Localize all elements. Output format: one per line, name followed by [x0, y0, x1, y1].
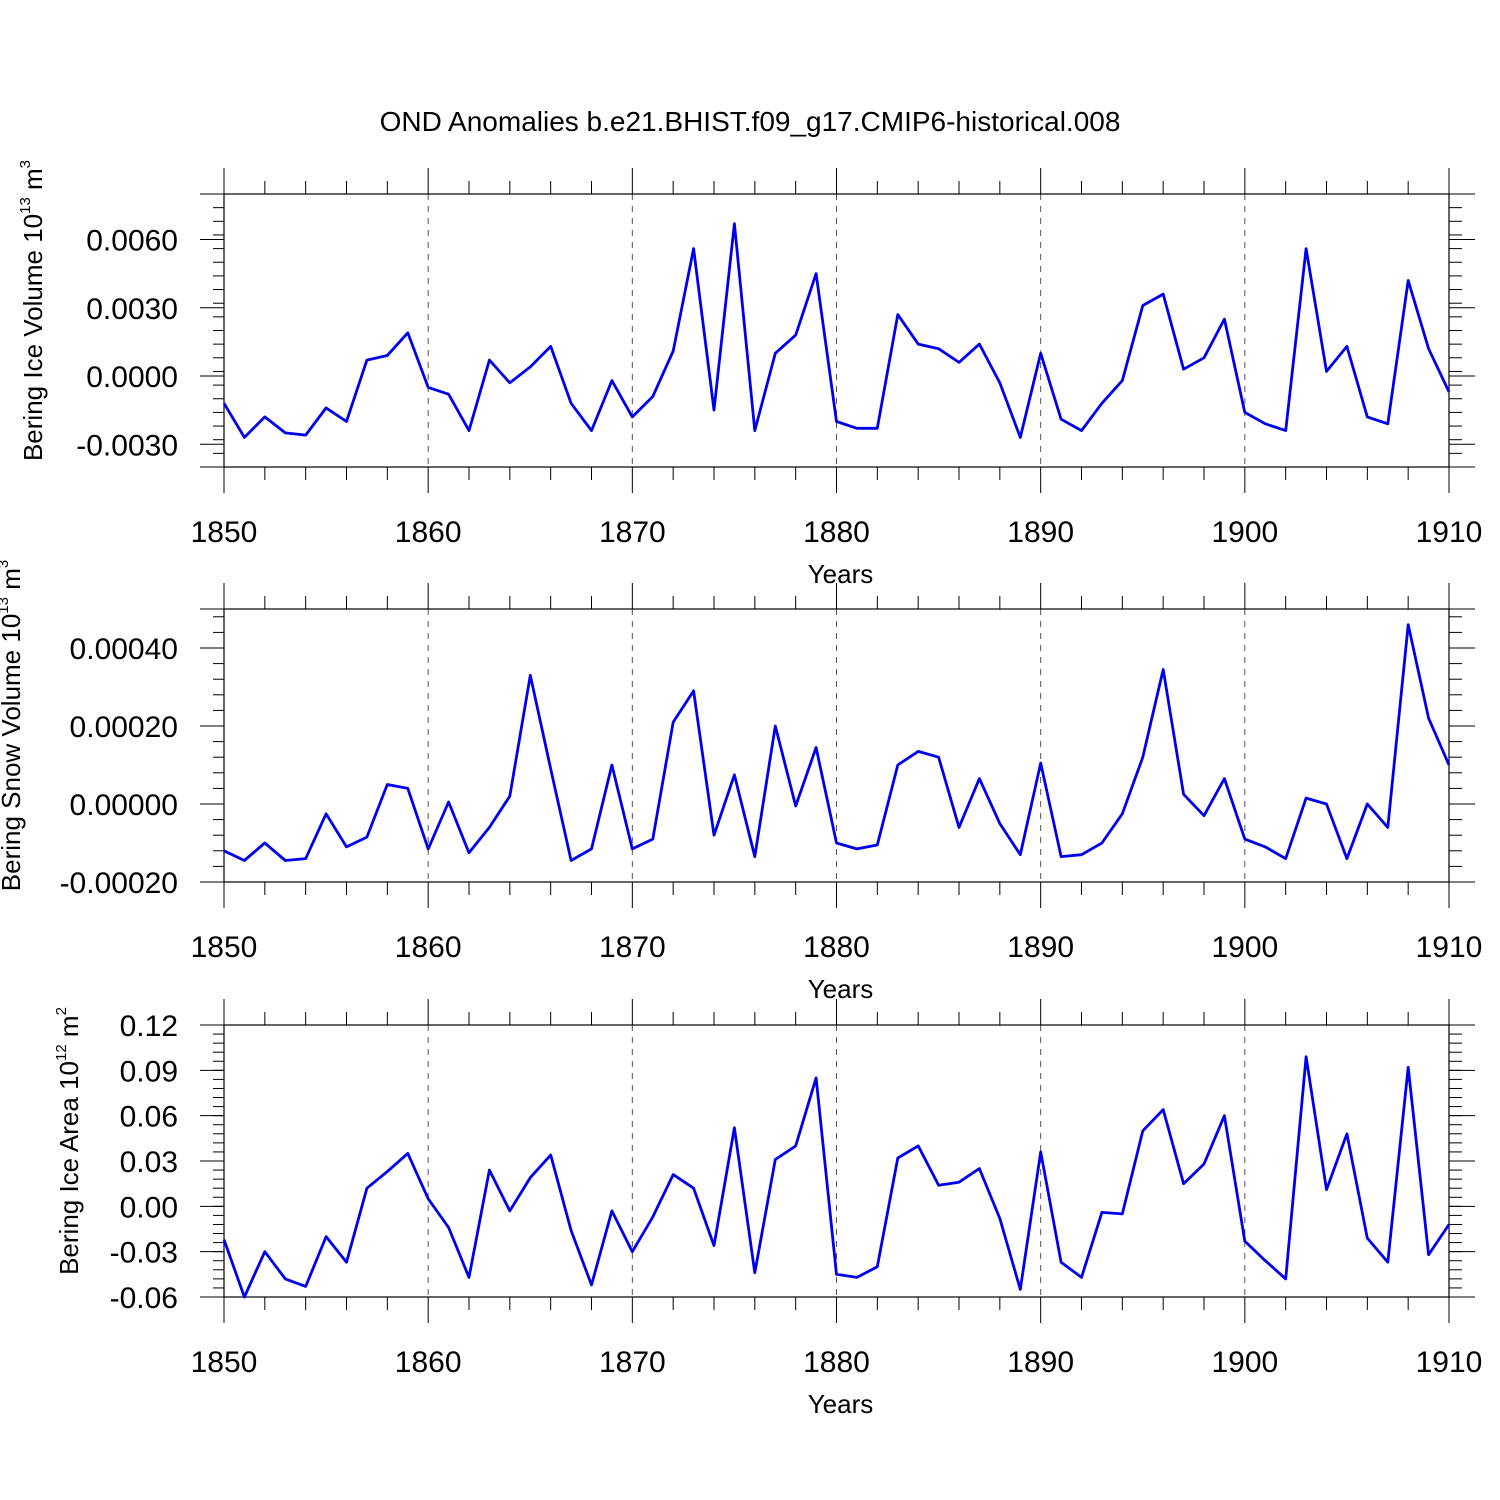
- series-line: [223, 623, 1451, 862]
- x-tick-label: 1870: [599, 1346, 666, 1379]
- y-axis-title-exponent: 12: [53, 1044, 70, 1061]
- x-tick-label: 1910: [1416, 516, 1483, 549]
- y-axis-title-unit-exponent: 3: [17, 160, 34, 168]
- panel-1: -0.0030 0.0000 0.0030 0.0060 1850 1860 1870 188…: [17, 160, 1482, 589]
- y-tick-label: 0.00020: [70, 711, 178, 744]
- x-tick-label: 1850: [191, 931, 258, 964]
- y-axis-title-text: Bering Ice Volume 10: [18, 214, 48, 461]
- y-axis-title-unit: m: [54, 1015, 84, 1044]
- chart-title: OND Anomalies b.e21.BHIST.f09_g17.CMIP6-…: [380, 106, 1121, 137]
- x-tick-label: 1860: [395, 931, 462, 964]
- x-tick-label: 1900: [1211, 931, 1278, 964]
- y-axis-title-unit-exponent: 2: [53, 1007, 70, 1015]
- y-tick-label: 0.00040: [70, 633, 178, 666]
- x-tick-label: 1910: [1416, 931, 1483, 964]
- x-tick-label: 1870: [599, 516, 666, 549]
- y-tick-label: -0.06: [110, 1282, 178, 1315]
- series-line: [222, 222, 1451, 439]
- y-axis-title-exponent: 13: [17, 197, 34, 214]
- x-tick-label: 1880: [803, 931, 870, 964]
- y-tick-label: -0.03: [110, 1237, 178, 1270]
- x-axis-title: Years: [808, 974, 874, 1004]
- x-tick-label: 1880: [803, 1346, 870, 1379]
- x-tick-label: 1860: [395, 1346, 462, 1379]
- y-axis-title: Bering Snow Volume 1013 m3: [0, 560, 26, 891]
- x-tick-label: 1900: [1211, 1346, 1278, 1379]
- y-axis-title-unit-exponent: 3: [0, 560, 12, 568]
- panel-3: -0.06 -0.03 0.00 0.03 0.06 0.09 0.12 1850 1860 18…: [53, 999, 1482, 1419]
- x-tick-label: 1880: [803, 516, 870, 549]
- y-tick-label: 0.0030: [86, 293, 178, 326]
- y-axis-title-unit: m: [0, 568, 26, 597]
- y-axis-title: Bering Ice Area 1012 m2: [53, 1007, 84, 1275]
- x-axis-title: Years: [808, 1389, 874, 1419]
- y-axis-title-text: Bering Snow Volume 10: [0, 614, 26, 892]
- y-axis-title-exponent: 13: [0, 597, 12, 614]
- y-tick-label: 0.12: [120, 1010, 178, 1043]
- x-tick-label: 1850: [191, 1346, 258, 1379]
- x-tick-label: 1850: [191, 516, 258, 549]
- y-axis-title-text: Bering Ice Area 10: [54, 1061, 84, 1275]
- y-tick-label: 0.09: [120, 1055, 178, 1088]
- y-tick-label: 0.03: [120, 1146, 178, 1179]
- series-line: [222, 1055, 1451, 1299]
- panel-2: -0.00020 0.00000 0.00020 0.00040 1850 1860 187…: [0, 560, 1482, 1004]
- y-tick-label: -0.00020: [60, 867, 178, 900]
- x-axis-title: Years: [808, 559, 874, 589]
- y-tick-label: 0.0060: [86, 225, 178, 258]
- y-tick-label: 0.06: [120, 1101, 178, 1134]
- y-axis-title: Bering Ice Volume 1013 m3: [17, 160, 48, 461]
- y-tick-label: 0.00: [120, 1191, 178, 1224]
- x-tick-label: 1890: [1007, 931, 1074, 964]
- x-tick-label: 1910: [1416, 1346, 1483, 1379]
- y-tick-label: 0.00000: [70, 789, 178, 822]
- x-tick-label: 1860: [395, 516, 462, 549]
- y-tick-label: 0.0000: [86, 361, 178, 394]
- x-tick-label: 1890: [1007, 516, 1074, 549]
- y-axis-title-unit: m: [18, 168, 48, 197]
- x-tick-label: 1890: [1007, 1346, 1074, 1379]
- x-tick-label: 1900: [1211, 516, 1278, 549]
- panels-container: -0.0030 0.0000 0.0030 0.0060 1850 1860 1870 188…: [0, 160, 1482, 1419]
- x-tick-label: 1870: [599, 931, 666, 964]
- y-tick-label: -0.0030: [76, 429, 178, 462]
